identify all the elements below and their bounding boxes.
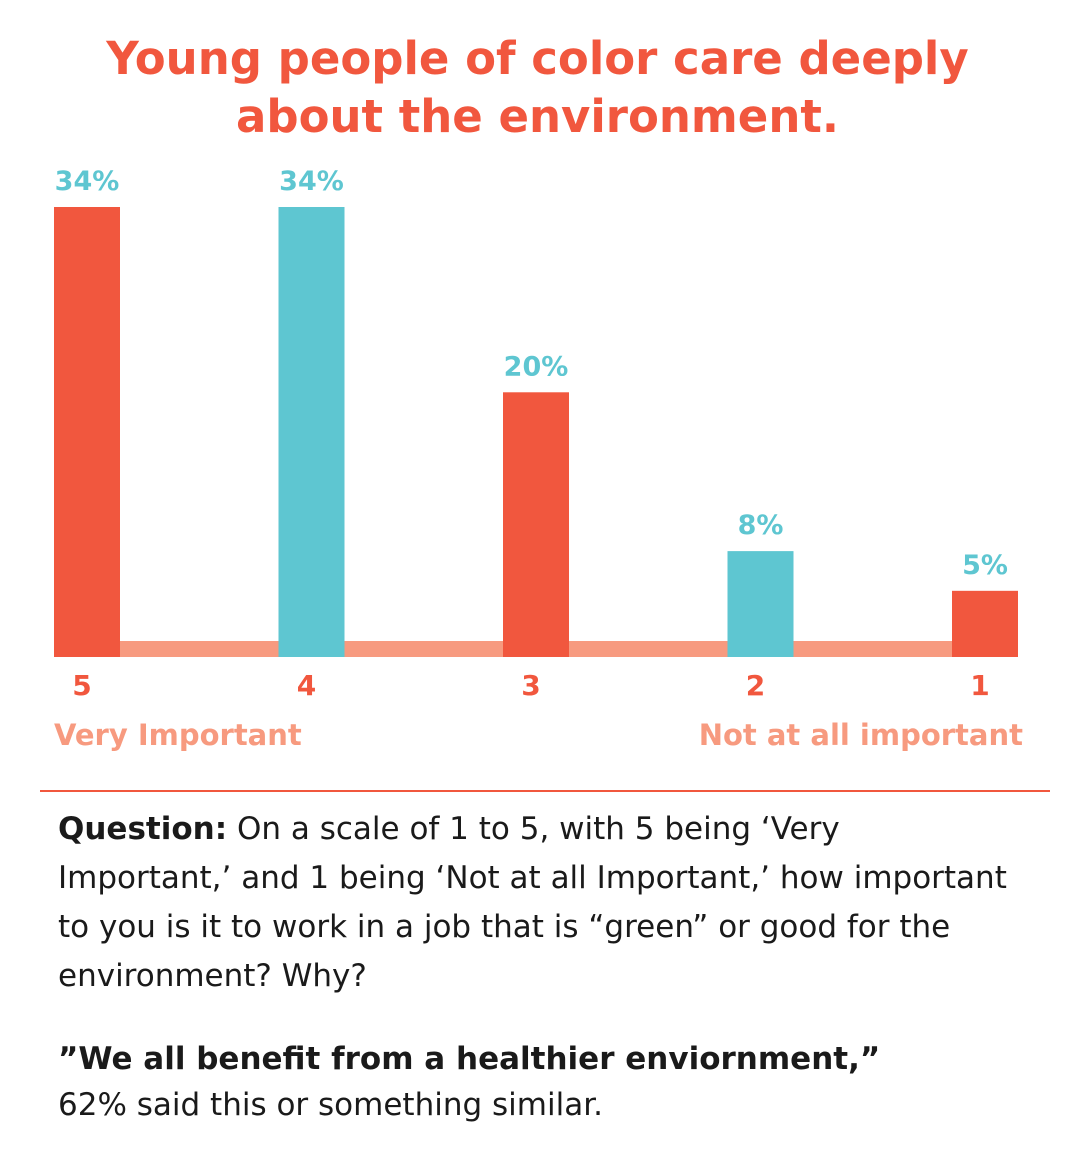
- data-label-1: 5%: [962, 550, 1008, 581]
- bar-4: [278, 207, 345, 657]
- bar-3: [503, 392, 569, 657]
- quote-block: ”We all benefit from a healthier enviorn…: [58, 1036, 1038, 1128]
- category-label-3: 3: [521, 669, 540, 702]
- category-label-2: 2: [746, 669, 765, 702]
- question-text: Question: On a scale of 1 to 5, with 5 b…: [58, 805, 1018, 1001]
- category-label-4: 4: [297, 669, 316, 702]
- scale-label-very-important: Very Important: [54, 718, 302, 752]
- data-label-4: 34%: [279, 166, 344, 197]
- chart-title: Young people of color care deeply about …: [0, 30, 1075, 146]
- chart-title-line-1: Young people of color care deeply: [106, 32, 969, 85]
- category-label-1: 1: [970, 669, 989, 702]
- section-divider: [40, 790, 1050, 792]
- data-label-2: 8%: [738, 510, 784, 541]
- category-label-5: 5: [72, 669, 91, 702]
- bar-1: [952, 590, 1018, 657]
- chart-title-line-2: about the environment.: [236, 90, 839, 143]
- question-body: On a scale of 1 to 5, with 5 being ‘Very…: [58, 811, 1007, 994]
- question-label: Question:: [58, 811, 228, 847]
- data-label-5: 34%: [55, 166, 120, 197]
- quote-followup: 62% said this or something similar.: [58, 1087, 603, 1123]
- quote-text: ”We all benefit from a healthier enviorn…: [58, 1041, 881, 1077]
- bar-5: [54, 207, 120, 657]
- scale-label-not-important: Not at all important: [698, 718, 1023, 752]
- data-label-3: 20%: [504, 351, 569, 382]
- bar-chart: 34% 5 34% 4 20% 3 8% 2 5% 1: [54, 166, 1018, 702]
- bar-2: [727, 551, 794, 657]
